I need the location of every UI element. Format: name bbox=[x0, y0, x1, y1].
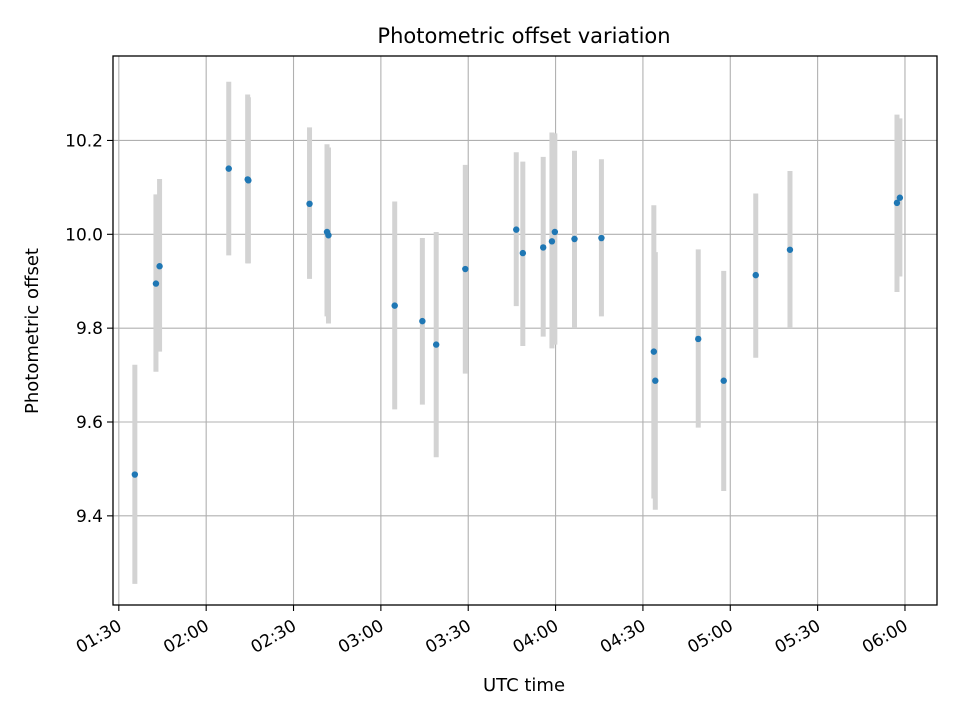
y-axis: 9.4 9.6 9.8 10.0 10.2 bbox=[65, 131, 113, 527]
data-point bbox=[519, 249, 527, 257]
data-point bbox=[539, 244, 547, 251]
data-point bbox=[156, 263, 163, 270]
data-point bbox=[419, 317, 426, 325]
data-points bbox=[131, 165, 904, 478]
data-point bbox=[513, 226, 520, 233]
data-point bbox=[245, 177, 252, 184]
y-tick-label: 10.0 bbox=[65, 225, 103, 245]
data-point bbox=[432, 341, 440, 348]
data-point bbox=[893, 199, 901, 207]
y-tick-label: 10.2 bbox=[65, 131, 103, 151]
data-point bbox=[225, 165, 232, 172]
y-tick-label: 9.8 bbox=[76, 319, 103, 339]
data-point bbox=[650, 348, 658, 355]
data-point bbox=[896, 194, 904, 201]
data-point bbox=[752, 271, 759, 279]
data-point bbox=[548, 238, 556, 245]
data-point bbox=[551, 228, 559, 236]
x-axis-title: UTC time bbox=[483, 675, 565, 696]
y-axis-title: Photometric offset bbox=[22, 248, 43, 414]
data-point bbox=[720, 377, 727, 384]
data-point bbox=[786, 246, 794, 253]
chart-title: Photometric offset variation bbox=[377, 24, 670, 48]
y-tick-label: 9.4 bbox=[76, 507, 103, 527]
data-point bbox=[391, 302, 398, 309]
data-point bbox=[652, 377, 659, 384]
plot-frame bbox=[112, 55, 938, 606]
y-tick-label: 9.6 bbox=[76, 413, 103, 433]
data-point bbox=[598, 234, 605, 242]
data-point bbox=[306, 200, 313, 208]
data-point bbox=[131, 471, 139, 478]
data-point bbox=[462, 265, 469, 273]
data-point bbox=[325, 232, 332, 239]
data-point bbox=[695, 335, 702, 343]
data-point bbox=[571, 235, 578, 243]
data-point bbox=[152, 280, 160, 287]
